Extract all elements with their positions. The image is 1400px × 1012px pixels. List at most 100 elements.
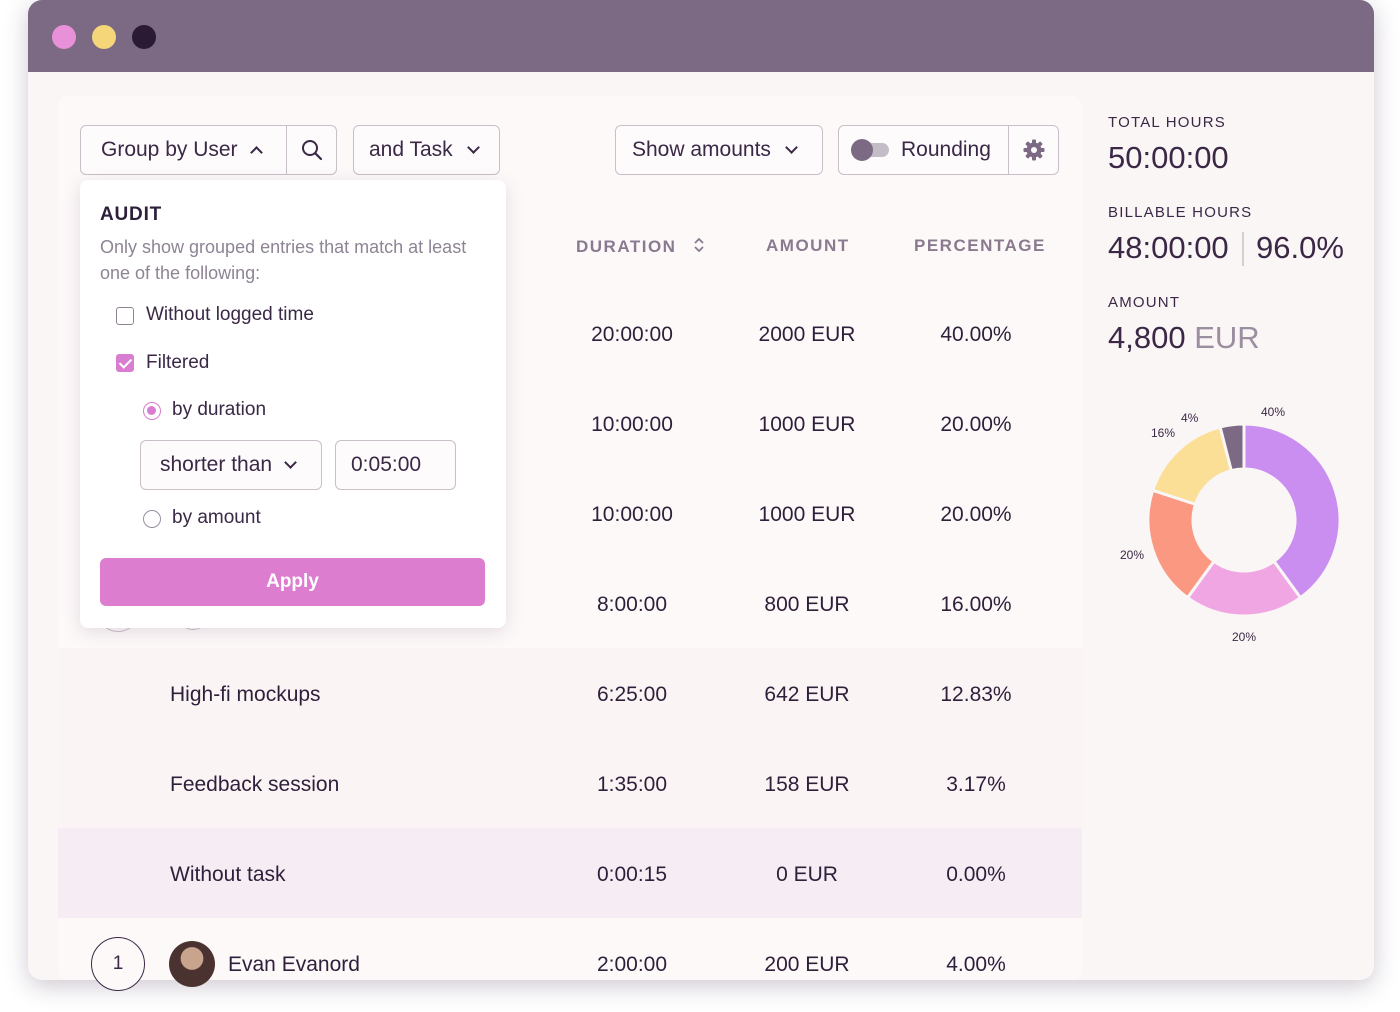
billable-percent-value: 96.0% [1256, 230, 1344, 265]
row-amount: 158 EUR [764, 773, 850, 796]
table-row[interactable]: 10:00:00 1000 EUR 20.00% [58, 380, 1082, 470]
by-duration-label: by duration [172, 399, 267, 420]
filtered-checkbox[interactable] [116, 354, 134, 372]
minimize-window-button[interactable] [92, 25, 116, 49]
table-row[interactable]: 8:00:00 800 EUR 16.00% [58, 560, 1082, 650]
by-amount-label: by amount [172, 507, 261, 528]
apply-button[interactable]: Apply [100, 558, 485, 606]
divider [1242, 232, 1244, 266]
row-name: Evan Evanord [228, 953, 360, 976]
filtered-label: Filtered [146, 352, 210, 373]
row-percentage: 16.00% [940, 593, 1012, 616]
row-amount: 2000 EUR [758, 323, 856, 346]
row-percentage: 3.17% [946, 773, 1006, 796]
without-logged-time-label: Without logged time [146, 304, 314, 325]
percentage-column-header: PERCENTAGE [914, 236, 1046, 255]
row-percentage: 4.00% [946, 953, 1006, 976]
toggle-switch [851, 139, 889, 161]
duration-header-label: DURATION [576, 237, 677, 256]
row-duration: 10:00:00 [591, 413, 673, 436]
table-row[interactable]: Evan Evanord 2:00:00 200 EUR 4.00% [58, 920, 1082, 1010]
close-window-button[interactable] [52, 25, 76, 49]
row-duration: 6:25:00 [596, 683, 668, 706]
chevron-up-icon [249, 145, 263, 159]
table-row[interactable]: High-fi mockups 6:25:00 642 EUR 12.83% [58, 650, 1082, 740]
row-amount: 200 EUR [764, 953, 850, 976]
gear-icon [1023, 139, 1045, 161]
row-name: Without task [170, 863, 286, 886]
row-duration: 1:35:00 [596, 773, 668, 796]
amount-column-header: AMOUNT [766, 236, 850, 255]
row-amount: 642 EUR [764, 683, 850, 706]
search-button[interactable] [286, 126, 336, 174]
rounding-control: Rounding [838, 125, 1059, 175]
without-logged-time-checkbox[interactable] [116, 307, 134, 325]
row-percentage: 20.00% [940, 413, 1012, 436]
toggle-knob [851, 139, 873, 161]
comparator-value: shorter than [160, 453, 273, 476]
table-row[interactable]: 20:00:00 2000 EUR 40.00% [58, 290, 1082, 380]
amount-total: 4,800 EUR [1108, 320, 1260, 356]
row-duration: 20:00:00 [591, 323, 673, 346]
row-duration: 0:00:15 [596, 863, 668, 886]
total-hours-label: TOTAL HOURS [1108, 114, 1226, 131]
rounding-toggle[interactable]: Rounding [839, 126, 1008, 174]
row-percentage: 40.00% [940, 323, 1012, 346]
row-percentage: 0.00% [946, 863, 1006, 886]
row-percentage: 20.00% [940, 503, 1012, 526]
chevron-down-icon [785, 141, 798, 154]
audit-description: Only show grouped entries that match at … [100, 237, 467, 283]
row-percentage: 12.83% [940, 683, 1012, 706]
table-row[interactable]: Without task 0:00:15 0 EUR 0.00% [58, 830, 1082, 920]
show-amounts-label: Show amounts [632, 138, 771, 161]
by-duration-radio[interactable] [143, 402, 161, 420]
row-name: Feedback session [170, 773, 340, 796]
audit-dropdown: AUDIT Only show grouped entries that mat… [80, 180, 506, 628]
row-hover-highlight [58, 828, 1082, 918]
duration-input-value: 0:05:00 [351, 453, 422, 476]
search-icon [301, 140, 322, 161]
row-amount: 0 EUR [776, 863, 838, 886]
billable-hours-value: 48:00:00 [1108, 230, 1229, 265]
amount-currency: EUR [1194, 320, 1260, 355]
donut-slice-label: 16% [1151, 426, 1176, 440]
billable-hours-label: BILLABLE HOURS [1108, 204, 1253, 221]
row-duration: 8:00:00 [596, 593, 668, 616]
avatar [169, 941, 215, 987]
donut-slice-label: 20% [1120, 548, 1145, 562]
table-row[interactable]: Feedback session 1:35:00 158 EUR 3.17% [58, 740, 1082, 830]
title-bar [28, 0, 1374, 72]
amount-value: 4,800 [1108, 320, 1186, 355]
entry-count-badge[interactable]: 1 [91, 937, 145, 991]
table-row[interactable]: 10:00:00 1000 EUR 20.00% [58, 470, 1082, 560]
row-duration: 10:00:00 [591, 503, 673, 526]
row-amount: 800 EUR [764, 593, 850, 616]
rounding-label: Rounding [901, 138, 991, 161]
rounding-settings-button[interactable] [1008, 126, 1058, 174]
duration-column-header[interactable]: DURATION [576, 236, 705, 257]
total-hours-value: 50:00:00 [1108, 140, 1229, 175]
group-by-user-dropdown[interactable]: Group by User [81, 126, 286, 174]
row-name: High-fi mockups [170, 683, 321, 706]
and-task-label: and Task [369, 138, 453, 161]
row-amount: 1000 EUR [758, 503, 856, 526]
amount-label: AMOUNT [1108, 294, 1181, 311]
by-amount-radio[interactable] [143, 510, 161, 528]
row-duration: 2:00:00 [596, 953, 668, 976]
duration-input[interactable]: 0:05:00 [335, 440, 456, 490]
show-amounts-dropdown[interactable]: Show amounts [615, 125, 823, 175]
row-group-highlight [58, 648, 1082, 828]
audit-title: AUDIT [100, 204, 163, 225]
row-amount: 1000 EUR [758, 413, 856, 436]
donut-slice-label: 20% [1232, 630, 1257, 644]
sort-icon [694, 237, 704, 253]
chevron-down-icon [284, 456, 297, 469]
donut-slice-label: 4% [1181, 411, 1199, 425]
maximize-window-button[interactable] [132, 25, 156, 49]
comparator-dropdown[interactable]: shorter than [140, 440, 322, 490]
group-by-control: Group by User [80, 125, 337, 175]
chevron-down-icon [466, 141, 480, 154]
donut-slice-label: 40% [1261, 405, 1286, 419]
and-task-dropdown[interactable]: and Task [353, 125, 500, 175]
group-by-label: Group by User [101, 138, 238, 161]
